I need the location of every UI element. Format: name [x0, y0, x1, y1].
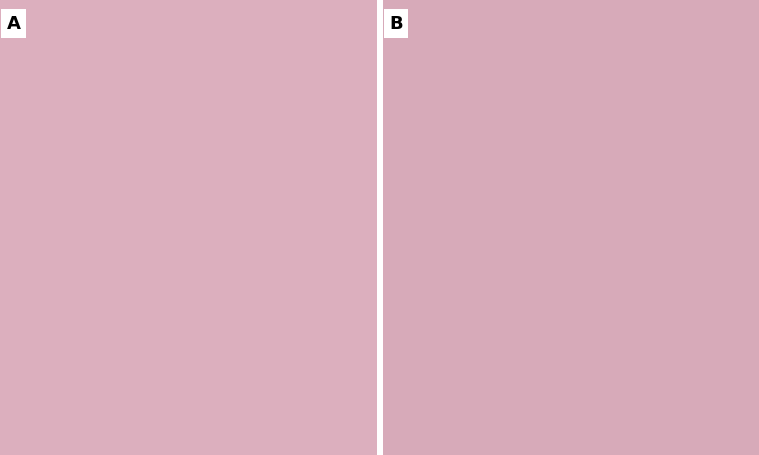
Text: A: A	[7, 15, 20, 33]
Text: B: B	[389, 15, 403, 33]
